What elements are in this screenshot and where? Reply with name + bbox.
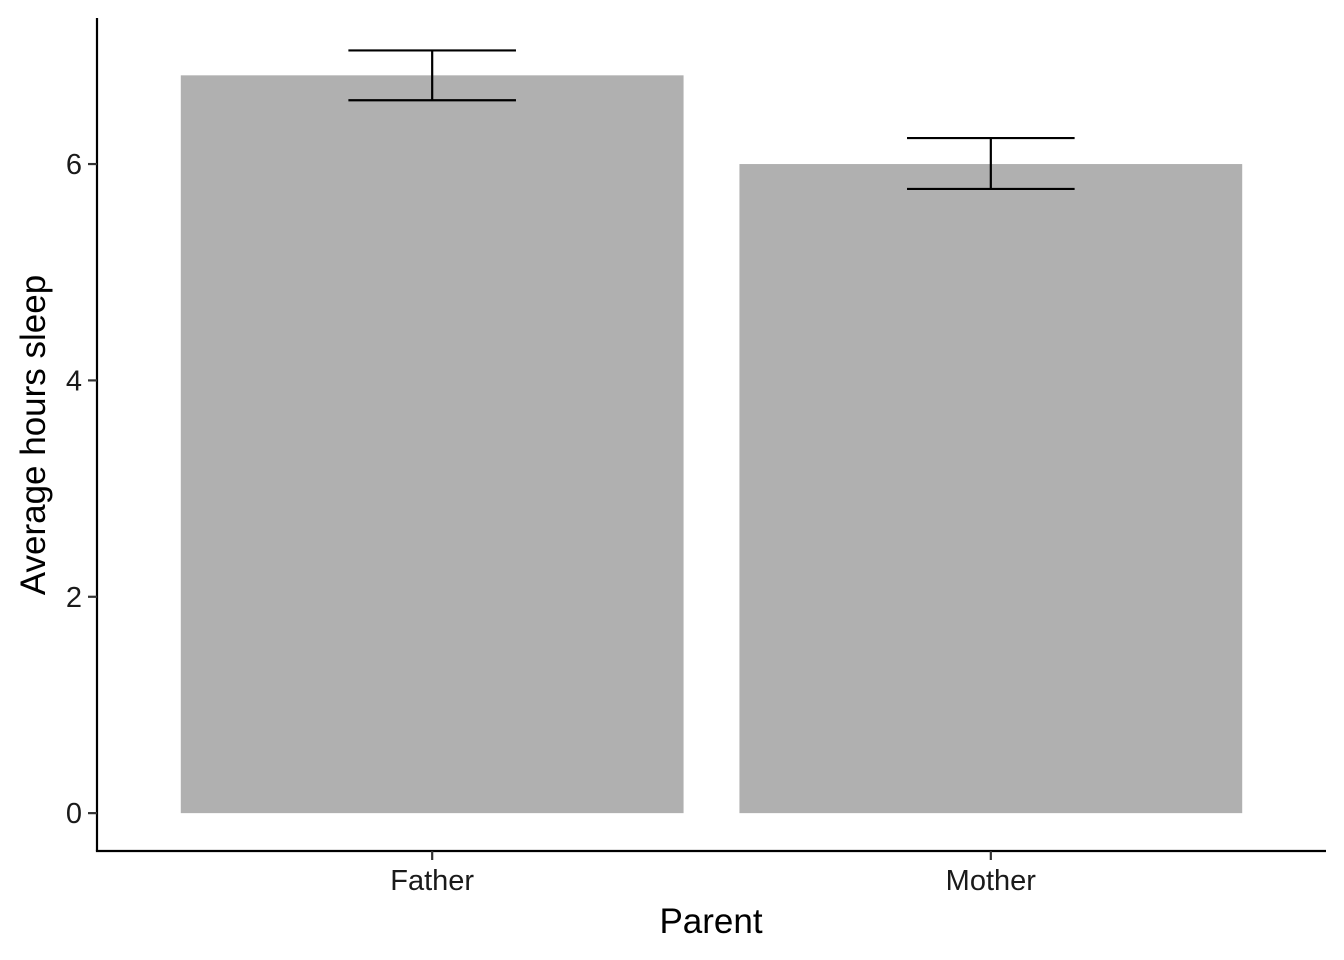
error-bars-layer <box>348 49 1075 191</box>
error-bar-father <box>348 49 516 102</box>
y-axis-title: Average hours sleep <box>14 275 53 595</box>
x-axis-title: Parent <box>659 902 762 941</box>
bar-father <box>180 75 684 814</box>
bar-mother <box>739 164 1243 814</box>
y-tick-label: 0 <box>66 798 82 830</box>
y-tick-label: 4 <box>66 365 82 397</box>
error-bar-mother <box>907 136 1075 191</box>
x-tick-label-father: Father <box>390 865 474 897</box>
labels-layer: Parent Average hours sleep <box>14 275 763 941</box>
axes-layer: 0 2 4 6 Father Mother <box>66 18 1326 897</box>
x-tick-label-mother: Mother <box>946 865 1037 897</box>
bars-layer <box>180 75 1243 814</box>
y-tick-label: 2 <box>66 582 82 614</box>
y-tick-label: 6 <box>66 149 82 181</box>
